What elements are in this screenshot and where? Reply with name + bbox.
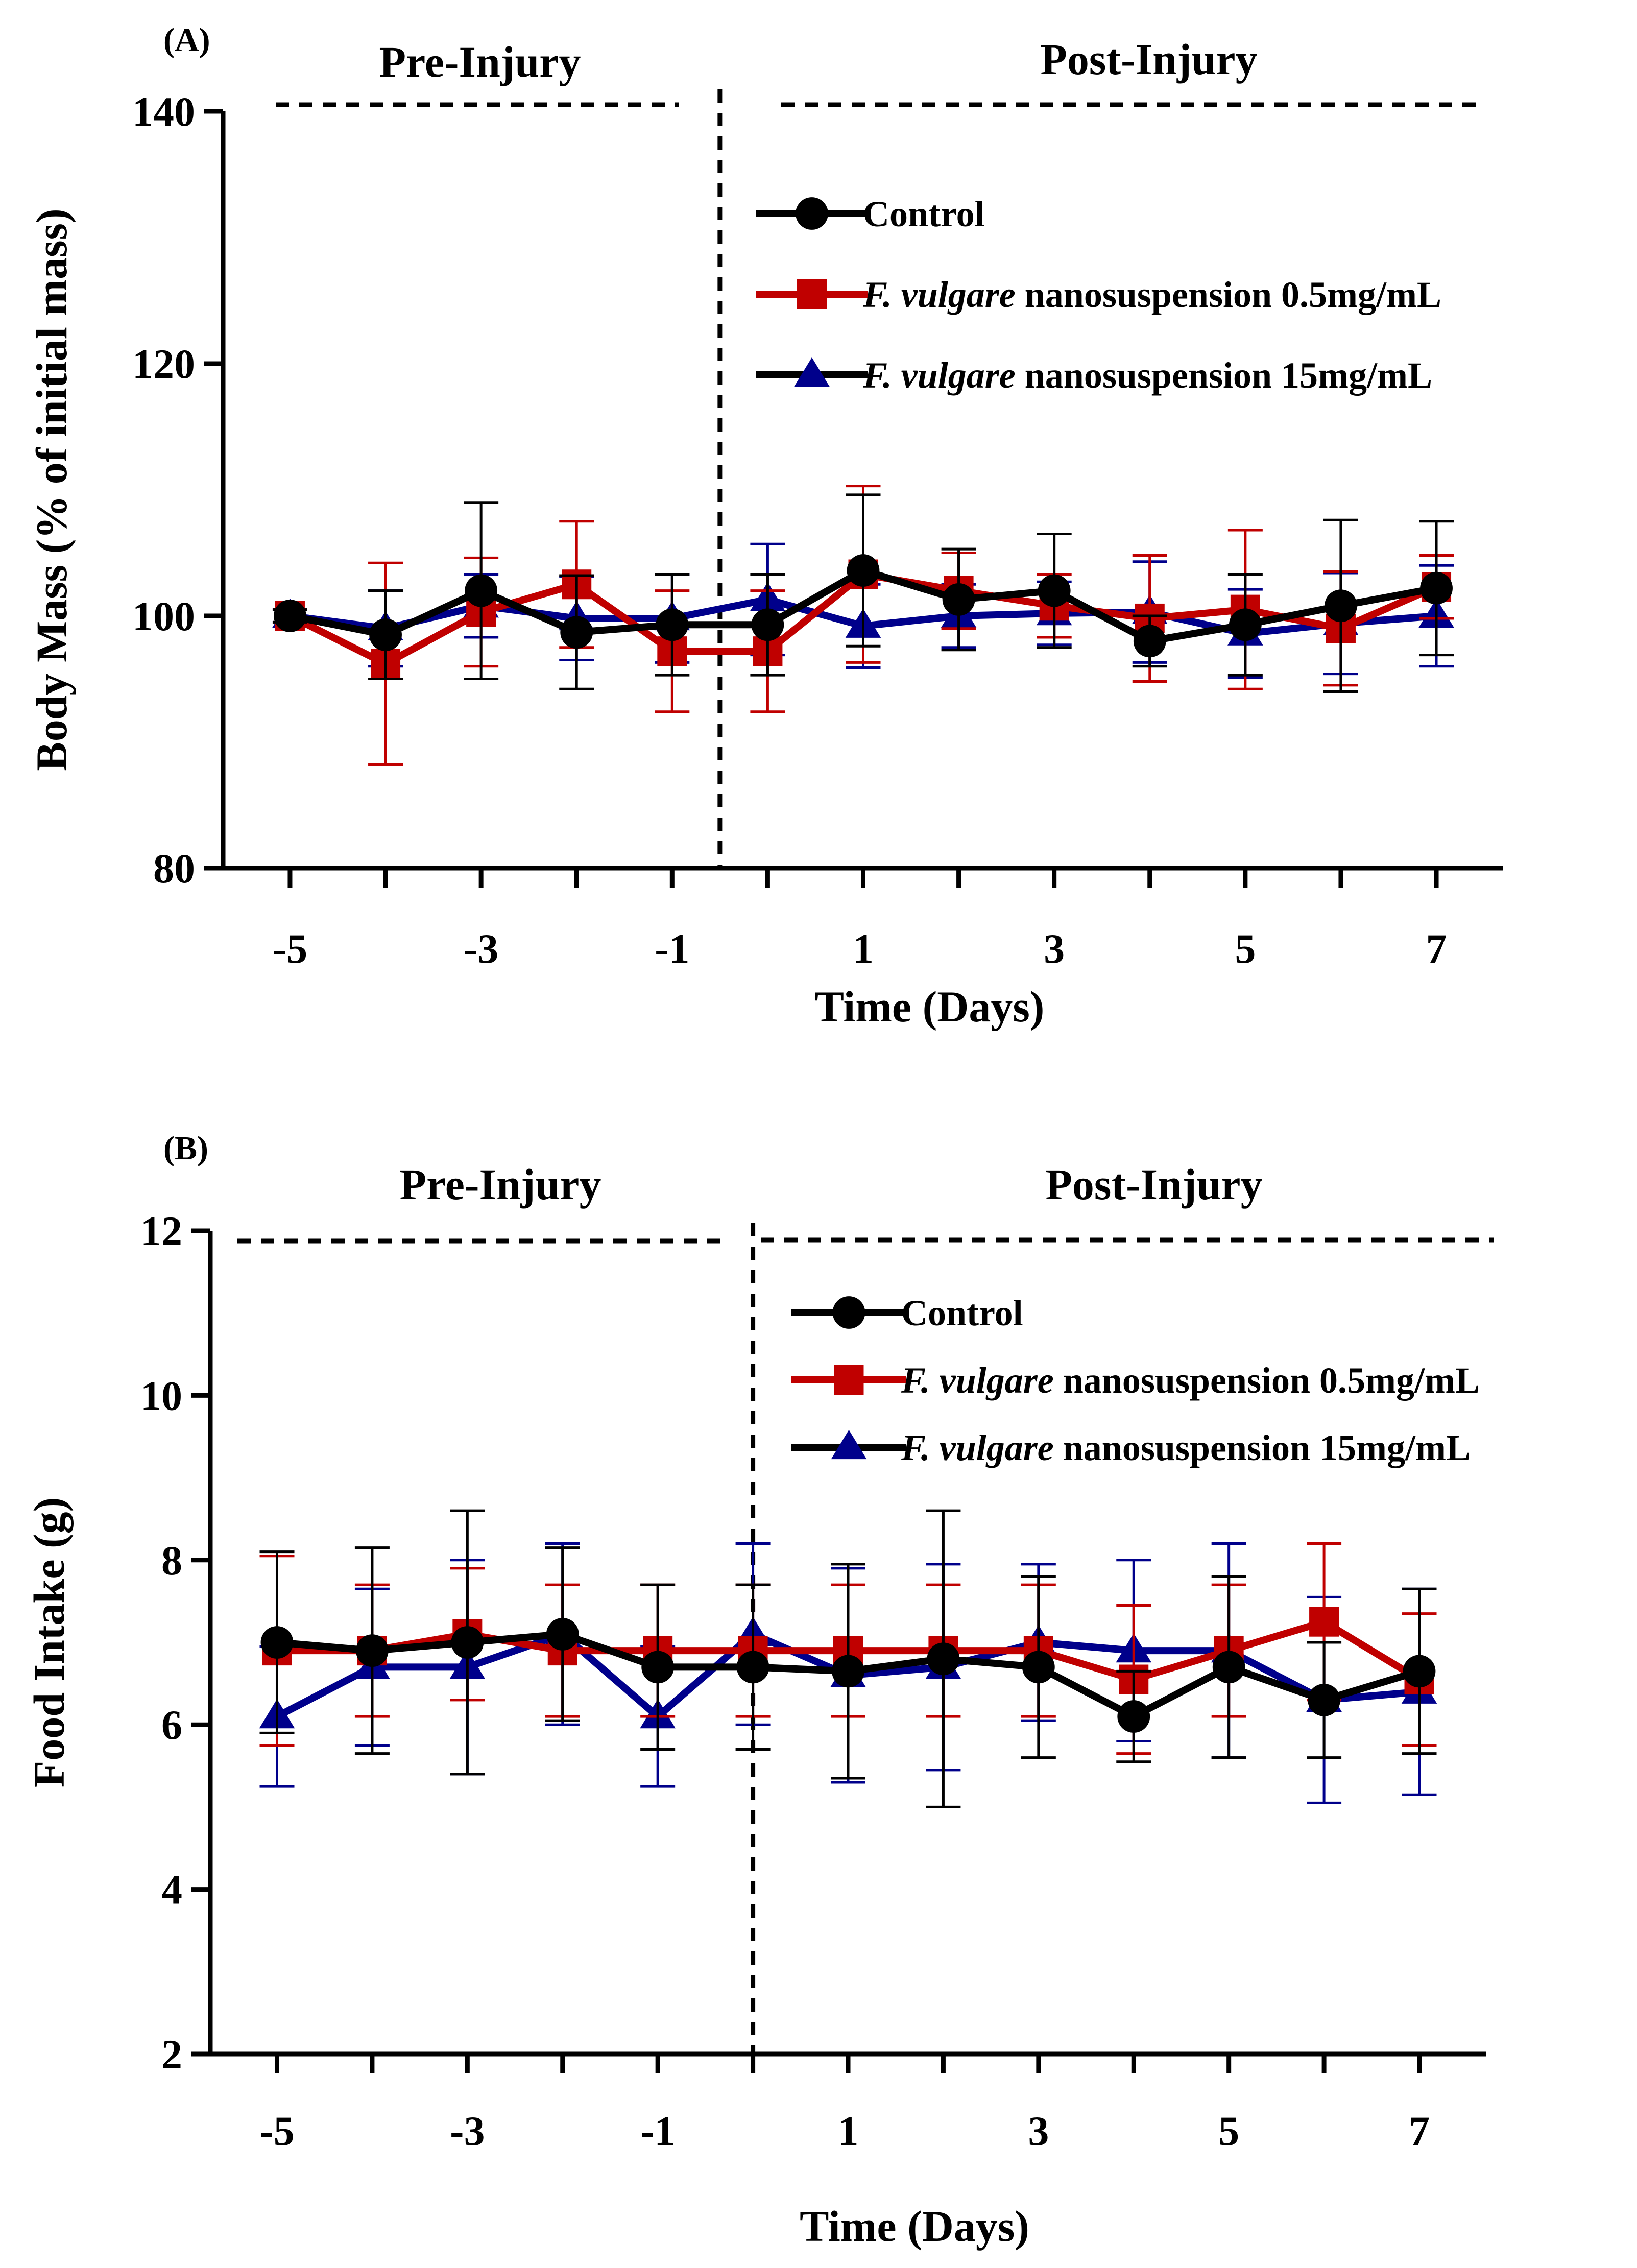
chart-panel-B: (B) Pre-Injury Post-Injury 2 4 6 8 10 12 -5 -3 -1 1 3… [25, 1130, 1494, 2251]
y-tick-label: 2 [161, 2031, 182, 2078]
data-point [736, 1651, 769, 1684]
x-tick-label: 5 [1235, 925, 1256, 972]
x-tick-label: 1 [853, 925, 874, 972]
series-circle [259, 1509, 1437, 1808]
legend-marker [796, 197, 828, 230]
legend: Control F. vulgare nanosuspension 0.5mg/m… [756, 194, 1441, 396]
x-tick-label: 7 [1409, 2108, 1430, 2154]
legend-label: Control [863, 194, 985, 234]
legend-label-rest: nanosuspension 0.5mg/mL [1054, 1360, 1480, 1401]
data-point [832, 1655, 864, 1688]
y-axis-title: Food Intake (g) [25, 1497, 74, 1788]
data-point [641, 1651, 675, 1684]
data-point [1229, 608, 1262, 641]
legend-label-rest: nanosuspension 15mg/mL [1016, 355, 1432, 396]
y-tick-label: 80 [153, 845, 195, 892]
legend-label: F. vulgare nanosuspension 15mg/mL [901, 1427, 1471, 1468]
x-tick-label: -3 [450, 2108, 485, 2154]
y-tick-label: 10 [140, 1372, 182, 1419]
data-point [1309, 1607, 1339, 1637]
data-point [1038, 574, 1071, 607]
legend-marker [832, 1296, 865, 1329]
panel-label: (A) [163, 21, 210, 59]
data-point [356, 1634, 389, 1667]
legend-item: F. vulgare nanosuspension 15mg/mL [756, 355, 1432, 396]
data-point [465, 574, 498, 607]
x-tick-label: -5 [259, 2108, 294, 2154]
data-point [274, 600, 306, 632]
legend-item: F. vulgare nanosuspension 0.5mg/mL [791, 1360, 1480, 1401]
x-tick-label: -5 [273, 925, 307, 972]
post-injury-label: Post-Injury [1040, 35, 1257, 84]
legend-marker [797, 279, 827, 309]
y-tick-label: 4 [161, 1867, 182, 1913]
data-point [751, 608, 784, 641]
data-point [1308, 1683, 1340, 1716]
data-point [942, 583, 975, 616]
legend-label: F. vulgare nanosuspension 15mg/mL [862, 355, 1432, 396]
y-tick-label: 8 [161, 1537, 182, 1584]
legend: Control F. vulgare nanosuspension 0.5mg/m… [791, 1293, 1480, 1468]
legend-label-rest: Control [863, 194, 985, 234]
panel-label: (B) [163, 1130, 208, 1167]
x-tick-label: -3 [464, 925, 498, 972]
x-tick-label: -1 [640, 2108, 675, 2154]
legend-label-italic: F. vulgare [901, 1360, 1054, 1401]
y-tick-label: 12 [140, 1208, 182, 1254]
y-axis-title: Body Mass (% of initial mass) [27, 208, 76, 771]
data-point [1133, 625, 1166, 658]
data-point [369, 618, 402, 651]
y-tick-label: 140 [132, 88, 195, 135]
chart-panel-A: (A) Pre-Injury Post-Injury 80 100 120 140 -5 -3 -… [27, 21, 1503, 1031]
data-point [656, 608, 689, 641]
legend-label-italic: F. vulgare [862, 274, 1016, 315]
y-tick-label: 100 [132, 593, 195, 639]
data-point [1420, 571, 1453, 605]
data-point [560, 616, 593, 649]
legend-item: Control [756, 194, 985, 234]
x-tick-label: 7 [1426, 925, 1447, 972]
legend-marker [831, 1429, 867, 1460]
legend-label-rest: Control [901, 1293, 1023, 1333]
legend-item: Control [791, 1293, 1023, 1333]
data-point [1325, 589, 1357, 623]
data-point [1403, 1655, 1436, 1688]
x-axis-title: Time (Days) [800, 2202, 1029, 2251]
legend-label-italic: F. vulgare [862, 355, 1016, 396]
data-point [847, 554, 880, 587]
x-tick-label: 3 [1028, 2108, 1049, 2154]
legend-label: F. vulgare nanosuspension 0.5mg/mL [901, 1360, 1480, 1401]
data-point [927, 1642, 960, 1676]
legend-label: Control [901, 1293, 1023, 1333]
pre-injury-label: Pre-Injury [400, 1160, 601, 1209]
post-injury-label: Post-Injury [1045, 1160, 1262, 1209]
x-tick-label: 1 [838, 2108, 859, 2154]
legend-marker [834, 1365, 864, 1395]
x-tick-label: 5 [1218, 2108, 1239, 2154]
x-tick-label: 3 [1044, 925, 1065, 972]
data-point [1212, 1651, 1245, 1684]
legend-label-italic: F. vulgare [901, 1427, 1054, 1468]
x-axis-title: Time (Days) [815, 982, 1045, 1031]
legend-item: F. vulgare nanosuspension 15mg/mL [791, 1427, 1471, 1468]
data-point [546, 1617, 579, 1651]
pre-injury-label: Pre-Injury [379, 37, 581, 86]
legend-marker [794, 357, 830, 387]
legend-label: F. vulgare nanosuspension 0.5mg/mL [862, 274, 1441, 315]
legend-label-rest: nanosuspension 15mg/mL [1054, 1427, 1471, 1468]
data-point [260, 1626, 294, 1659]
data-point [1117, 1700, 1150, 1733]
y-tick-label: 120 [132, 341, 195, 387]
legend-label-rest: nanosuspension 0.5mg/mL [1016, 274, 1441, 315]
legend-item: F. vulgare nanosuspension 0.5mg/mL [756, 274, 1441, 315]
y-tick-label: 6 [161, 1702, 182, 1748]
series-circle [272, 493, 1454, 693]
data-point [451, 1626, 484, 1659]
data-point [1022, 1651, 1055, 1684]
x-tick-label: -1 [655, 925, 689, 972]
